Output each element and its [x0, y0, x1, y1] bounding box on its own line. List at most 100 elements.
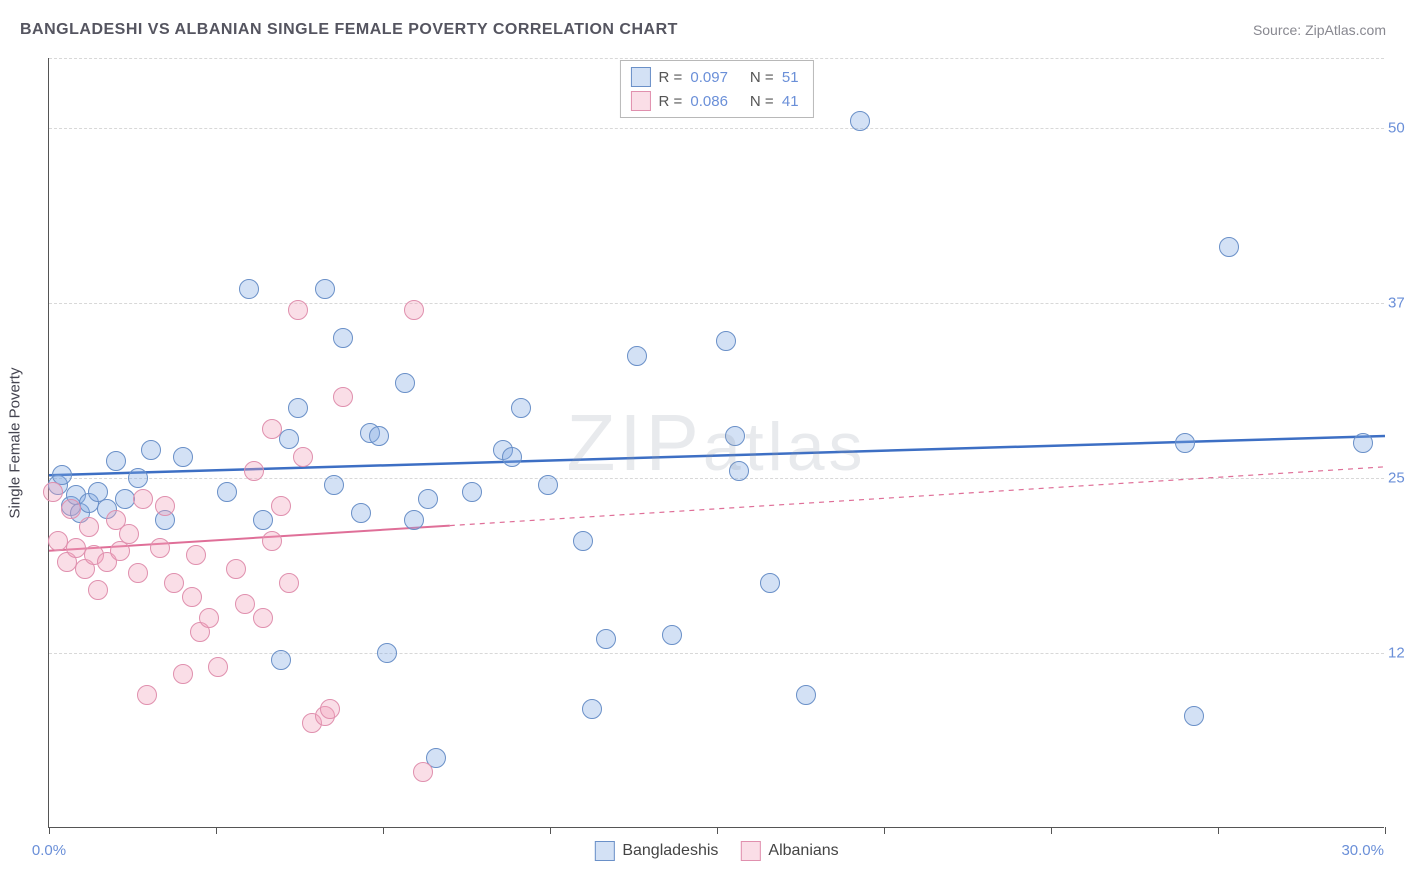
x-tick — [383, 827, 384, 834]
legend-item: Bangladeshis — [594, 841, 718, 861]
data-point — [729, 461, 749, 481]
legend-stats-box: R = 0.097N = 51 R = 0.086 N = 41 — [619, 60, 813, 118]
data-point — [217, 482, 237, 502]
data-point — [253, 510, 273, 530]
y-tick-label: 50.0% — [1388, 120, 1406, 137]
data-point — [573, 531, 593, 551]
data-point — [106, 451, 126, 471]
legend-swatch — [630, 91, 650, 111]
data-point — [199, 608, 219, 628]
y-tick-label: 25.0% — [1388, 470, 1406, 487]
data-point — [182, 587, 202, 607]
data-point — [79, 517, 99, 537]
data-point — [288, 398, 308, 418]
data-point — [662, 625, 682, 645]
data-point — [235, 594, 255, 614]
data-point — [324, 475, 344, 495]
data-point — [1219, 237, 1239, 257]
data-point — [1175, 433, 1195, 453]
legend-stat-row: R = 0.086 N = 41 — [630, 89, 802, 113]
data-point — [716, 331, 736, 351]
data-point — [377, 643, 397, 663]
gridline — [49, 303, 1384, 304]
data-point — [88, 580, 108, 600]
gridline — [49, 653, 1384, 654]
source-label: Source: ZipAtlas.com — [1253, 22, 1386, 38]
data-point — [315, 279, 335, 299]
data-point — [262, 419, 282, 439]
x-tick — [1385, 827, 1386, 834]
data-point — [333, 328, 353, 348]
data-point — [538, 475, 558, 495]
data-point — [137, 685, 157, 705]
data-point — [208, 657, 228, 677]
gridline — [49, 128, 1384, 129]
data-point — [320, 699, 340, 719]
data-point — [43, 482, 63, 502]
data-point — [796, 685, 816, 705]
data-point — [173, 447, 193, 467]
legend-swatch — [740, 841, 760, 861]
x-tick — [49, 827, 50, 834]
data-point — [128, 563, 148, 583]
data-point — [1353, 433, 1373, 453]
data-point — [133, 489, 153, 509]
legend-bottom: Bangladeshis Albanians — [594, 841, 838, 861]
data-point — [141, 440, 161, 460]
legend-swatch — [630, 67, 650, 87]
data-point — [351, 503, 371, 523]
data-point — [413, 762, 433, 782]
gridline — [49, 58, 1384, 59]
data-point — [262, 531, 282, 551]
data-point — [239, 279, 259, 299]
x-tick-label: 0.0% — [32, 842, 66, 859]
chart-area: 12.5%25.0%37.5%50.0%0.0%30.0% ZIPatlas S… — [48, 58, 1384, 828]
data-point — [244, 461, 264, 481]
data-point — [128, 468, 148, 488]
data-point — [462, 482, 482, 502]
data-point — [150, 538, 170, 558]
data-point — [226, 559, 246, 579]
data-point — [279, 573, 299, 593]
y-tick-label: 37.5% — [1388, 295, 1406, 312]
data-point — [119, 524, 139, 544]
data-point — [293, 447, 313, 467]
data-point — [333, 387, 353, 407]
data-point — [253, 608, 273, 628]
data-point — [288, 300, 308, 320]
data-point — [404, 510, 424, 530]
x-tick — [550, 827, 551, 834]
data-point — [725, 426, 745, 446]
legend-label: Bangladeshis — [622, 842, 718, 860]
stat-r-label: R = 0.086 — [658, 93, 731, 110]
data-point — [61, 499, 81, 519]
data-point — [164, 573, 184, 593]
data-point — [511, 398, 531, 418]
legend-stat-row: R = 0.097N = 51 — [630, 65, 802, 89]
data-point — [404, 300, 424, 320]
legend-item: Albanians — [740, 841, 838, 861]
data-point — [502, 447, 522, 467]
data-point — [418, 489, 438, 509]
data-point — [627, 346, 647, 366]
data-point — [850, 111, 870, 131]
x-tick-label: 30.0% — [1341, 842, 1384, 859]
x-tick — [1218, 827, 1219, 834]
x-tick — [717, 827, 718, 834]
data-point — [395, 373, 415, 393]
legend-label: Albanians — [768, 842, 838, 860]
data-point — [186, 545, 206, 565]
legend-swatch — [594, 841, 614, 861]
y-axis-label: Single Female Poverty — [7, 367, 24, 518]
data-point — [1184, 706, 1204, 726]
data-point — [155, 496, 175, 516]
y-tick-label: 12.5% — [1388, 645, 1406, 662]
data-point — [596, 629, 616, 649]
data-point — [760, 573, 780, 593]
x-tick — [216, 827, 217, 834]
data-point — [173, 664, 193, 684]
stat-n-label: N = 41 — [750, 93, 803, 110]
data-point — [369, 426, 389, 446]
data-point — [271, 650, 291, 670]
stat-r-label: R = 0.097 — [658, 69, 731, 86]
